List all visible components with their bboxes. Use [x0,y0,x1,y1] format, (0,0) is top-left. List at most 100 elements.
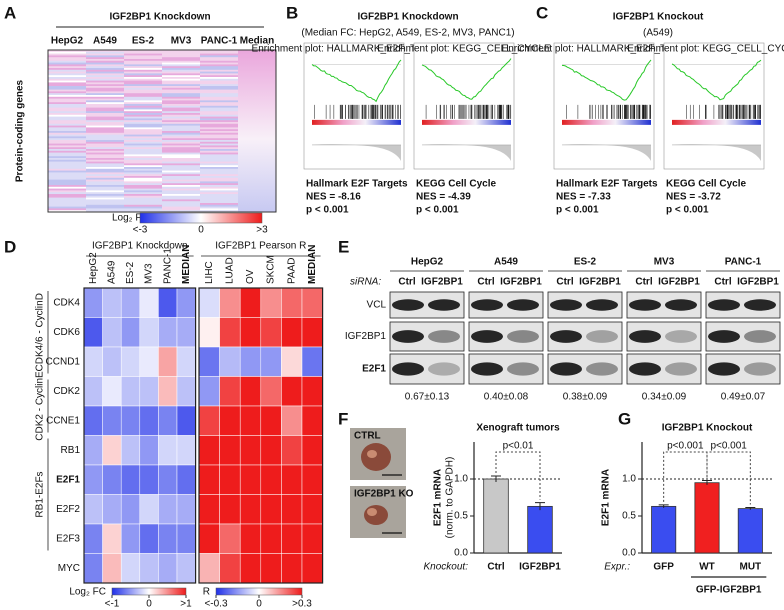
heatmap-stripe [86,93,124,96]
heatmap-stripe [200,89,238,92]
lane-label: IGF2BP1 [579,277,621,288]
heatmap-stripe [124,123,162,126]
heatmap-stripe [200,201,238,204]
legend-tick-label: >1 [180,599,192,610]
heatmap-stripe [162,194,200,197]
heatmap-stripe [162,168,200,171]
heatmap-stripe [162,186,200,189]
gsea-rank-bar [312,119,401,125]
heatmap-stripe [162,138,200,141]
legend-tick-label: 0 [146,599,152,610]
heatmap-cell [260,435,282,466]
heatmap-stripe [48,57,86,60]
heatmap-stripe [162,132,200,135]
heatmap-stripe [48,170,86,173]
heatmap-stripe [124,131,162,134]
row-label: CDK4 [53,297,80,308]
gsea-metric [422,144,511,161]
cell-line-label: HepG2 [411,257,444,268]
blot-band [665,330,697,343]
panel-letter: F [338,409,348,428]
heatmap-stripe [124,71,162,74]
heatmap-cell [281,376,303,407]
heatmap-stripe [162,55,200,58]
heatmap-stripe [48,206,86,209]
row-label: CDK6 [53,327,80,338]
heatmap-cell [176,464,196,495]
heatmap-stripe [200,105,238,108]
quantification: 0.67±0.13 [405,392,450,403]
heatmap-stripe [162,145,200,148]
heatmap-stripe [48,140,86,143]
heatmap-stripe [86,195,124,198]
heatmap-stripe [124,194,162,197]
heatmap-stripe [86,129,124,132]
column-label: PANC-1 [162,248,173,284]
gsea-header: Enrichment plot: HALLMARK_E2F_TARGETS [252,44,457,55]
heatmap-stripe [124,102,162,105]
bar [527,505,553,554]
heatmap-cell [83,494,103,525]
heatmap-cell [176,435,196,466]
blot-band [550,299,582,311]
heatmap-stripe [48,66,86,69]
column-label: HepG2 [88,252,99,284]
heatmap-stripe [124,190,162,193]
heatmap-cell [219,405,241,436]
heatmap-stripe [48,165,86,168]
y-axis-label: E2F1 mRNA [433,469,444,526]
heatmap-stripe [86,165,124,168]
heatmap-stripe [48,80,86,83]
heatmap-cell [281,494,303,525]
blot-band [744,362,776,376]
heatmap-cell [281,553,303,584]
heatmap-stripe [200,181,238,184]
chart-title: Xenograft tumors [476,423,560,434]
legend-tick-label: >3 [256,225,268,236]
heatmap-stripe [124,203,162,206]
bar [737,508,763,554]
heatmap-cell [139,494,159,525]
heatmap-stripe [200,134,238,137]
heatmap-cell [102,464,122,495]
legend-tick-label: <-0.3 [204,599,228,610]
heatmap-stripe [200,64,238,67]
heatmap-stripe [200,194,238,197]
heatmap-stripe [200,125,238,128]
heatmap-cell [120,435,141,466]
heatmap-stripe [86,163,124,166]
heatmap-stripe [124,59,162,62]
heatmap-stripe [124,168,162,171]
blot-band [708,299,740,311]
blot-band [665,362,697,376]
heatmap-stripe [86,131,124,134]
blot-band [629,362,661,376]
heatmap-cell [301,494,323,525]
heatmap-stripe [200,170,238,173]
heatmap-stripe [200,190,238,193]
heatmap-stripe [124,201,162,204]
heatmap-stripe [124,57,162,60]
heatmap-cell [139,376,159,407]
tumor [361,443,391,471]
legend-title: Log₂ FC [69,587,106,598]
heatmap-stripe [48,132,86,135]
gsea-header: Enrichment plot: KEGG_CELL_CYCLE [377,44,551,55]
heatmap-cell [198,464,220,495]
error-bar [702,479,712,485]
blot-band [708,362,740,376]
heatmap-stripe [124,96,162,99]
heatmap-cell [281,287,303,318]
gsea-metric [672,144,761,161]
heatmap-stripe [162,62,200,65]
panel-letter: E [338,237,349,256]
heatmap-stripe [124,150,162,153]
gsea-header: Enrichment plot: KEGG_CELL_CYCLE [627,44,784,55]
y-axis-label: E2F1 mRNA [601,469,612,526]
blot-band [629,330,661,343]
heatmap-stripe [48,161,86,164]
heatmap-cell [176,523,196,554]
heatmap-cell [219,494,241,525]
gsea-name: Hallmark E2F Targets [306,179,408,190]
heatmap-stripe [162,140,200,143]
